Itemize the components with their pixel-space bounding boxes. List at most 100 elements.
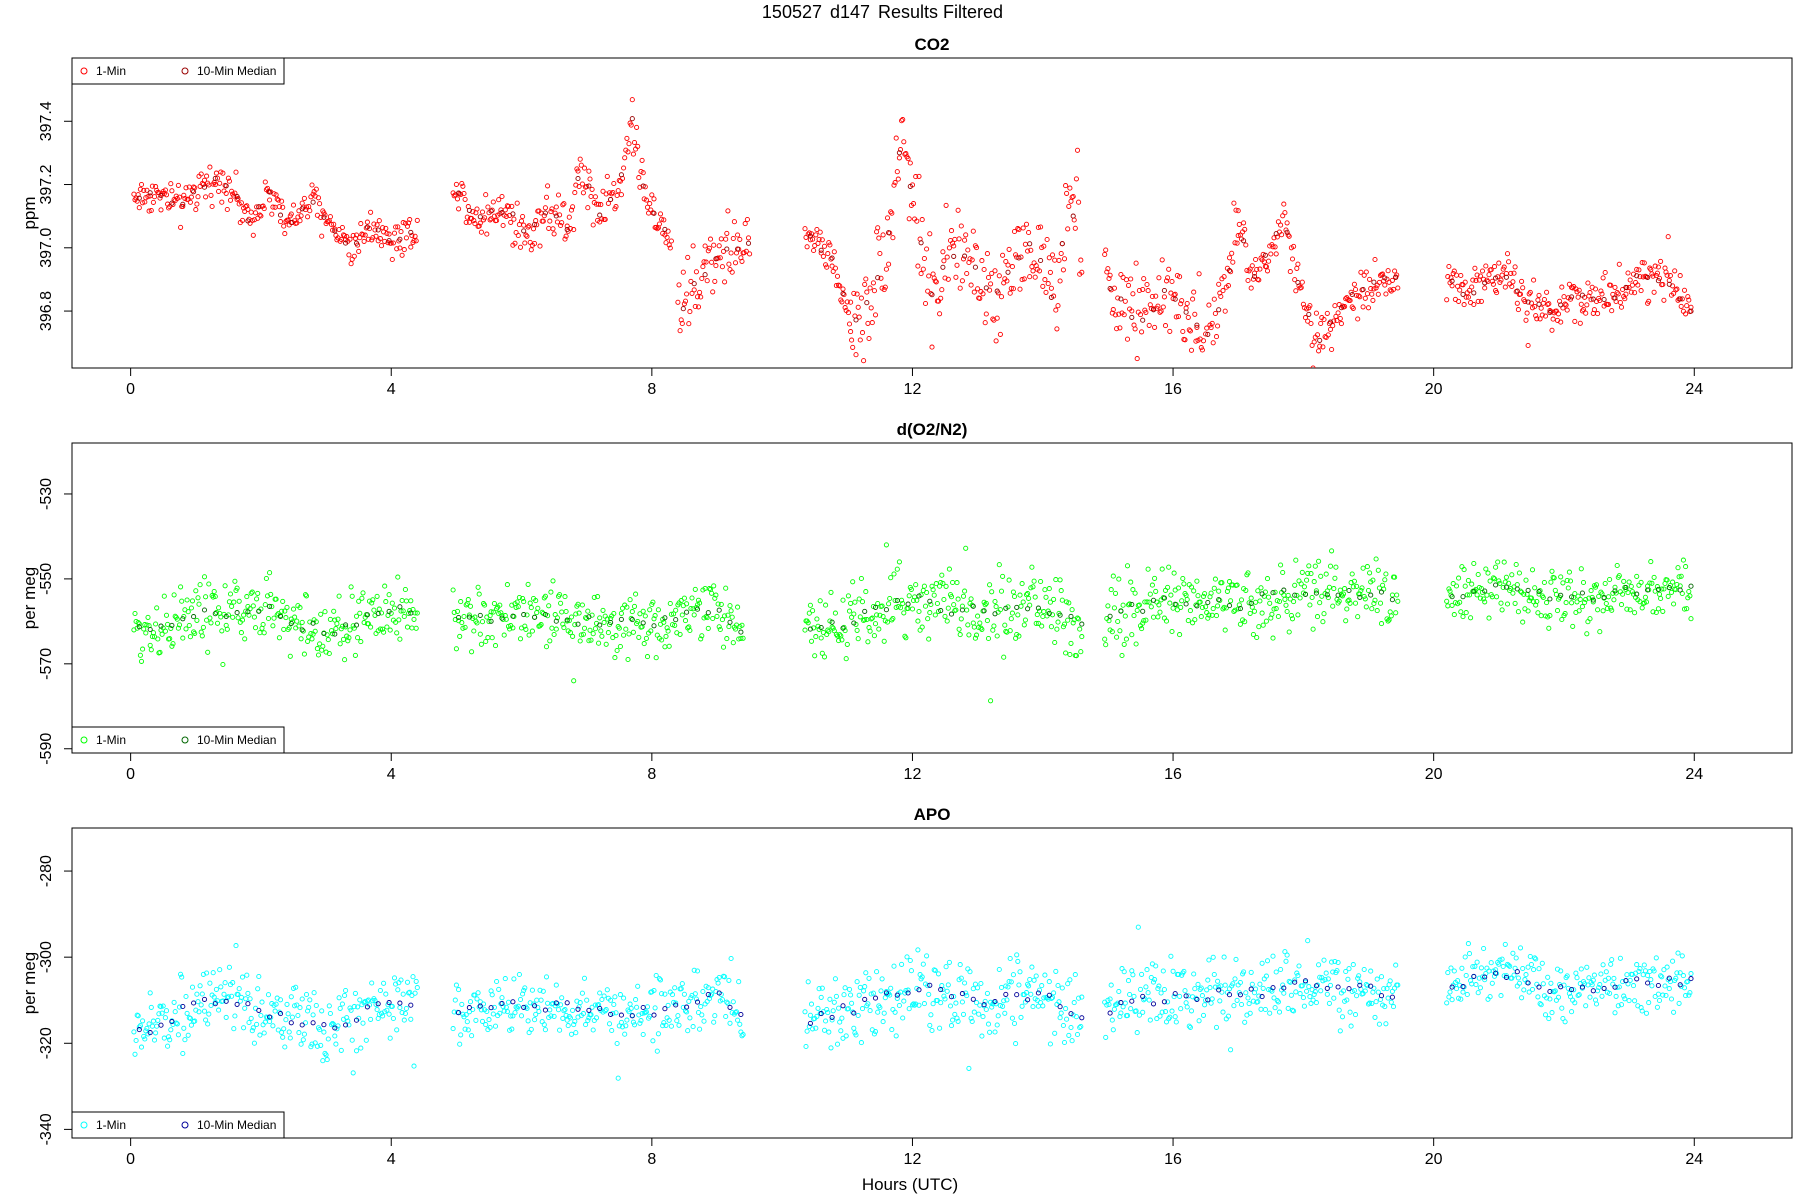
point-1min	[641, 641, 647, 647]
point-1min	[655, 607, 661, 613]
point-1min	[1078, 1023, 1084, 1030]
x-tick-label: 12	[904, 1151, 922, 1168]
point-1min	[195, 194, 201, 200]
point-1min	[1210, 606, 1216, 612]
point-1min	[1673, 975, 1679, 981]
point-1min	[285, 217, 291, 223]
point-1min	[547, 638, 553, 644]
point-1min	[833, 283, 839, 289]
point-1min	[1604, 605, 1610, 612]
point-10min-median	[466, 1005, 472, 1011]
point-1min	[1565, 585, 1571, 591]
point-1min	[906, 593, 912, 599]
point-1min	[1670, 579, 1676, 585]
point-1min	[585, 608, 591, 614]
point-1min	[1018, 1014, 1024, 1020]
point-1min	[1168, 592, 1174, 598]
point-1min	[857, 984, 863, 990]
point-1min	[158, 1004, 164, 1010]
legend: 1-Min 10-Min Median	[71, 57, 285, 85]
point-1min	[1655, 606, 1661, 612]
point-1min	[1535, 994, 1541, 1000]
point-1min	[662, 991, 668, 997]
point-1min	[1111, 1006, 1117, 1012]
point-10min-median	[962, 253, 968, 259]
point-1min	[219, 628, 225, 634]
point-1min	[1215, 603, 1221, 609]
point-1min	[913, 582, 919, 588]
point-1min	[1060, 267, 1066, 273]
point-1min	[812, 653, 818, 659]
point-1min	[282, 1044, 288, 1050]
point-1min	[457, 1041, 463, 1047]
point-1min	[730, 999, 736, 1005]
point-1min	[1160, 304, 1166, 310]
point-1min	[659, 216, 665, 222]
point-1min	[282, 231, 288, 237]
point-1min	[303, 204, 310, 210]
point-1min	[1216, 588, 1222, 594]
point-1min	[1335, 959, 1341, 966]
point-1min	[1271, 235, 1277, 241]
point-1min	[703, 259, 709, 265]
point-1min	[1202, 1002, 1208, 1008]
point-1min	[1163, 278, 1170, 284]
point-10min-median	[738, 1011, 744, 1018]
point-1min	[1271, 995, 1277, 1001]
point-1min	[517, 636, 524, 642]
point-1min	[404, 979, 411, 985]
x-tick-label: 24	[1685, 381, 1703, 398]
point-1min	[1069, 607, 1075, 613]
point-1min	[1318, 320, 1324, 327]
point-1min	[1079, 269, 1085, 275]
point-1min	[833, 993, 839, 999]
point-10min-median	[684, 609, 690, 615]
point-10min-median	[586, 614, 592, 620]
point-1min	[631, 603, 638, 609]
point-1min	[1063, 183, 1069, 189]
point-1min	[965, 247, 971, 253]
point-1min	[1291, 243, 1297, 249]
point-1min	[1520, 965, 1526, 972]
point-1min	[359, 595, 365, 601]
point-1min	[475, 584, 481, 590]
point-1min	[709, 590, 715, 596]
point-1min	[204, 173, 210, 179]
point-1min	[327, 214, 333, 220]
point-1min	[680, 1004, 686, 1010]
point-1min	[478, 229, 484, 235]
point-1min	[868, 616, 874, 622]
point-10min-median	[1677, 982, 1683, 988]
point-1min	[941, 596, 947, 603]
point-1min	[485, 204, 491, 210]
point-1min	[1284, 608, 1290, 615]
point-10min-median	[245, 1001, 251, 1007]
point-1min	[1548, 980, 1554, 986]
point-1min	[1131, 993, 1137, 999]
point-1min	[513, 604, 519, 610]
point-1min	[699, 275, 705, 282]
point-1min	[1465, 577, 1471, 584]
point-1min	[1634, 573, 1640, 579]
point-1min	[180, 635, 186, 641]
point-1min	[623, 1023, 629, 1029]
point-1min	[640, 1031, 646, 1038]
point-10min-median	[1378, 993, 1385, 999]
point-1min	[700, 988, 706, 995]
point-1min	[1260, 985, 1266, 991]
point-1min	[327, 616, 333, 622]
point-1min	[368, 1016, 374, 1022]
point-1min	[205, 1021, 211, 1027]
point-1min	[1638, 288, 1644, 294]
point-1min	[296, 1030, 302, 1036]
point-1min	[598, 202, 604, 208]
point-1min	[970, 986, 976, 992]
point-1min	[210, 594, 216, 600]
point-10min-median	[992, 998, 998, 1005]
point-1min	[881, 1010, 887, 1016]
point-1min	[1351, 578, 1357, 584]
point-1min	[1154, 1016, 1160, 1022]
point-1min	[463, 1012, 469, 1018]
point-1min	[1646, 298, 1652, 304]
